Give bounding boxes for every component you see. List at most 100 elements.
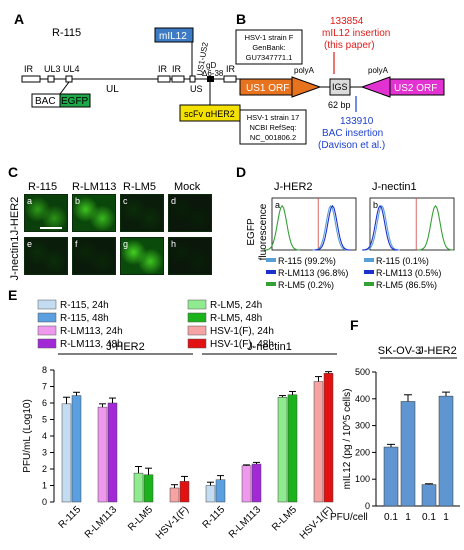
group-label-f-0: SK-OV-3 [378,345,421,357]
bar [71,395,82,503]
y-tick-label: 3 [42,448,47,458]
y-tick-label-f: 200 [355,447,370,457]
x-tick-label-f: 0.1 [384,512,398,523]
group-label-0: J-HER2 [106,341,145,353]
x-tick-label: R-LM113 [227,504,264,541]
us1-arrow [291,76,322,98]
bar-f [400,401,416,507]
flow-title-0: J-HER2 [274,181,313,193]
y-tick-label: 6 [42,398,47,408]
micrograph-b: b [72,194,116,232]
y-axis-label-f: mIL12 (pg / 10^5 cells) [342,389,353,490]
strain-f-box [235,29,303,65]
flow-letter-0: a [275,200,280,210]
micrograph-letter: e [27,239,33,249]
egfp-box [59,93,91,108]
legend-text-0-0: R-115 (99.2%) [278,256,336,266]
y-tick-label: 2 [42,464,47,474]
us2-orf [389,78,445,96]
legend-text-e-6: HSV-1(F), 24h [210,326,274,337]
bar [251,463,262,503]
egfp-label: EGFP [61,96,89,107]
y-tick-label-f: 100 [355,474,370,484]
seg-label-ul4: UL4 [63,64,80,74]
ul3-box [47,75,55,83]
flow-frame-1 [369,197,455,251]
virus-name: R-115 [52,27,81,39]
legend-swatch-1-0 [364,258,374,262]
bac-insertion: BAC insertion [322,128,383,139]
y-tick-label: 4 [42,431,47,441]
bar [287,394,298,503]
legend-swatch-0-1 [266,270,276,274]
strain-f-line3: GU7347771.1 [246,53,293,62]
strain-17-box [239,109,307,145]
flow-ylabel-1: EGFP [246,218,257,246]
micrograph-e: e [24,237,68,275]
chart-f: 0 100 200 300 400 500 mIL12 (pg / 10^5 cells) S… [330,345,460,523]
mil12-box [154,27,194,43]
legend-swatch-e-5 [187,312,207,323]
histogram-0-0 [312,204,349,251]
y-tick-label: 5 [42,415,47,425]
bar [143,474,154,503]
micrograph-letter: c [123,196,128,206]
panel-e-letter: E [8,287,17,303]
mil12-position: 133854 [330,16,364,27]
y-tick-label: 7 [42,382,47,392]
us2-arrow [360,76,391,98]
polya-1: polyA [294,66,315,75]
panel-e: E R-115, 24h R-115, 48h R-LM113, 24h R-LM11… [8,287,337,542]
us-insert-box [189,75,196,83]
ir-box-4 [223,75,237,83]
panel-b: B HSV-1 strain F GenBank: GU7347771.1 13… [235,11,445,151]
x-tick-label: R-LM5 [270,504,299,533]
bar [97,406,108,503]
flow-ylabel-2: fluorescence [258,203,269,260]
x-tick-label: R-LM5 [126,504,155,533]
x-tick-label: HSV-1(F) [154,504,191,541]
y-tick-label: 1 [42,481,47,491]
panel-d: D EGFP fluorescence J-HER2 a R-115 (99.2%)… [236,164,455,290]
bar [313,381,324,503]
panel-a: A R-115 IR UL3 UL4 UL IR IR US IR BAC EG… [14,11,241,122]
x-tick-label: R-115 [57,504,84,531]
panel-b-letter: B [236,11,246,27]
col-label-r115: R-115 [28,181,57,193]
legend-swatch-e-1 [37,312,57,323]
strain-17-line2: NCBI RefSeq: [249,123,296,132]
bar [323,373,334,503]
y-tick-label: 0 [42,497,47,507]
mil12-source: (this paper) [324,40,375,51]
y-tick-label-f: 300 [355,421,370,431]
bar [205,485,216,503]
micrograph-letter: a [27,196,33,206]
ul4-box [65,75,73,83]
gd-box [207,76,214,82]
bar-f [438,395,454,507]
polya-2: polyA [368,66,389,75]
y-tick-label-f: 500 [355,367,370,377]
flow-title-1: J-nectin1 [372,181,417,193]
histogram-1-2 [417,204,454,251]
ir-box-1 [21,75,41,83]
group-label-f-1: J-HER2 [418,345,457,357]
scale-bar [40,227,62,229]
gd-label: gD [206,61,216,70]
chart-e: R-115, 24h R-115, 48h R-LM113, 24h R-LM113,… [22,299,337,542]
group-label-1: J-nectin1 [247,341,292,353]
flow-frame-0 [271,197,357,251]
legend-text-e-1: R-115, 48h [60,313,109,324]
legend-swatch-e-4 [187,299,207,310]
seg-label-ul3: UL3 [44,64,61,74]
strain-17-line3: NC_001806.2 [250,133,296,142]
bar-f [383,446,399,507]
col-label-mock: Mock [174,181,201,193]
mil12-label: mIL12 [159,31,187,42]
seg-label-ir1: IR [24,64,34,74]
mil12-insertion: mIL12 insertion [322,28,390,39]
legend-text-e-3: R-LM113, 48h [60,339,123,350]
bac-connector [59,81,70,95]
micrograph-g: g [120,237,164,275]
